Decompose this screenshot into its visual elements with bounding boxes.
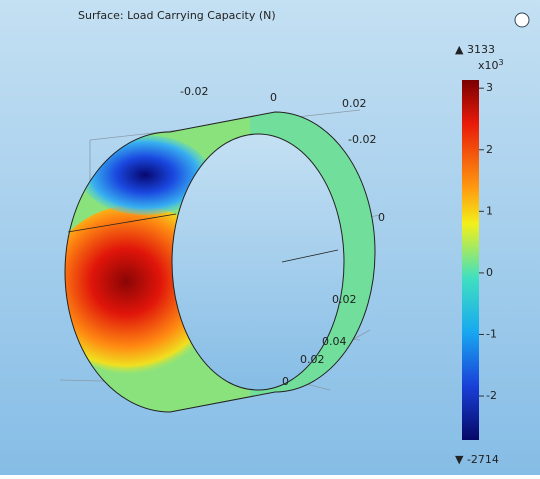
colorbar bbox=[462, 80, 479, 440]
scale-exponent: 3 bbox=[499, 58, 504, 67]
colorbar-tick-label: 3 bbox=[486, 81, 493, 94]
colorbar-tick-label: -2 bbox=[486, 389, 497, 402]
colorbar-tick-label: 0 bbox=[486, 266, 493, 279]
axis-tick-label: -0.02 bbox=[180, 85, 208, 98]
axis-tick-label: -0.02 bbox=[348, 133, 376, 146]
view-icon[interactable] bbox=[515, 13, 529, 27]
axis-tick-label: 0 bbox=[270, 91, 277, 104]
axis-tick-label: 0 bbox=[378, 211, 385, 224]
screenshot: Surface: Load Carrying Capacity (N) ▲ 31… bbox=[0, 0, 540, 475]
axis-tick-label: 0 bbox=[282, 375, 289, 388]
colorbar-max: ▲ 3133 bbox=[455, 43, 495, 56]
axis-tick-label: 0.04 bbox=[322, 335, 347, 348]
axis-tick-label: 0.02 bbox=[342, 97, 367, 110]
colorbar-tick-label: -1 bbox=[486, 327, 497, 340]
axis-tick-label: 0.02 bbox=[332, 293, 357, 306]
colorbar-tick-label: 1 bbox=[486, 204, 493, 217]
colorbar-min: ▼ -2714 bbox=[455, 453, 499, 466]
scale-base: x10 bbox=[478, 59, 499, 72]
axis-tick-label: 0.02 bbox=[300, 353, 325, 366]
plot-title: Surface: Load Carrying Capacity (N) bbox=[78, 9, 276, 22]
cylinder-opening bbox=[172, 134, 344, 390]
colorbar-tick-label: 2 bbox=[486, 143, 493, 156]
